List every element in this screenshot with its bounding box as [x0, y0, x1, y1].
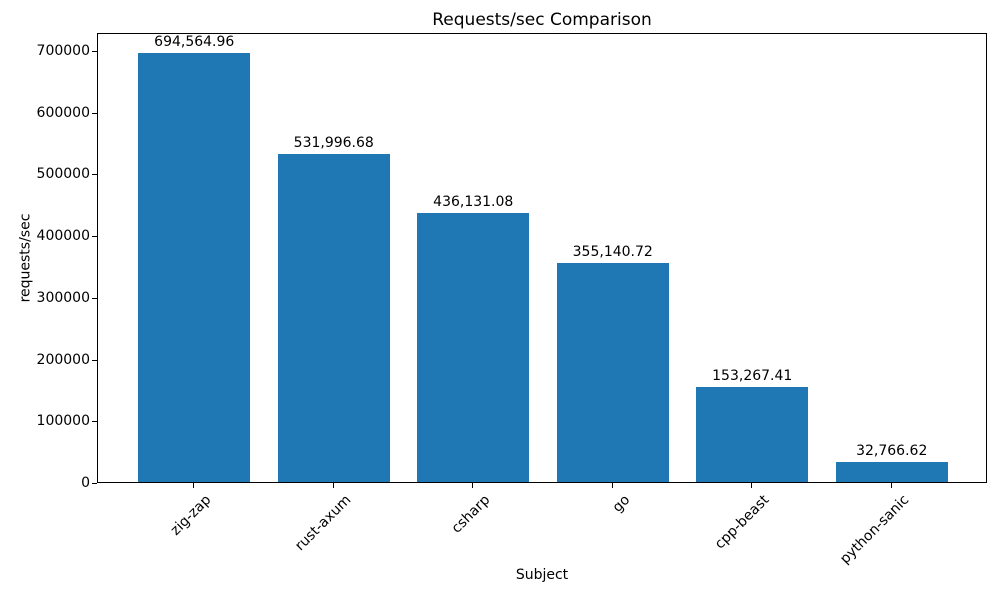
y-tick-mark — [92, 236, 97, 238]
bar-value-label: 436,131.08 — [433, 193, 514, 210]
y-tick-label: 500000 — [36, 166, 90, 183]
bar-python-sanic — [835, 461, 948, 482]
bar-rust-axum — [277, 153, 390, 482]
x-tick-mark — [890, 483, 892, 488]
y-tick-mark — [92, 359, 97, 361]
y-tick-label: 0 — [81, 475, 90, 491]
bar-csharp — [417, 212, 530, 482]
x-tick-mark — [611, 483, 613, 488]
y-tick-label: 400000 — [36, 228, 90, 245]
bar-value-label: 153,267.41 — [712, 368, 793, 385]
y-tick-mark — [92, 174, 97, 176]
y-tick-label: 600000 — [36, 104, 90, 121]
plot-area: 694,564.96 531,996.68 436,131.08 355,140.72… — [97, 33, 987, 483]
bar-value-label: 355,140.72 — [572, 243, 653, 260]
x-axis-label: Subject — [515, 567, 569, 583]
bar-value-label: 32,766.62 — [856, 442, 928, 459]
x-tick-mark — [751, 483, 753, 488]
x-tick-mark — [472, 483, 474, 488]
chart-title: Requests/sec Comparison — [432, 10, 652, 30]
bar-zig-zap — [138, 53, 251, 482]
y-tick-mark — [92, 51, 97, 53]
y-tick-mark — [92, 112, 97, 114]
y-tick-label: 300000 — [36, 289, 90, 306]
y-tick-label: 100000 — [36, 413, 90, 430]
y-tick-label: 200000 — [36, 351, 90, 368]
bar-value-label: 531,996.68 — [293, 134, 374, 151]
x-tick-mark — [332, 483, 334, 488]
bar-go — [556, 262, 669, 482]
bar-cpp-beast — [696, 387, 809, 482]
y-tick-mark — [92, 297, 97, 299]
y-tick-mark — [92, 421, 97, 423]
bar-value-label: 694,564.96 — [154, 34, 235, 51]
x-tick-mark — [193, 483, 195, 488]
y-tick-label: 700000 — [36, 43, 90, 60]
y-tick-mark — [92, 483, 97, 484]
